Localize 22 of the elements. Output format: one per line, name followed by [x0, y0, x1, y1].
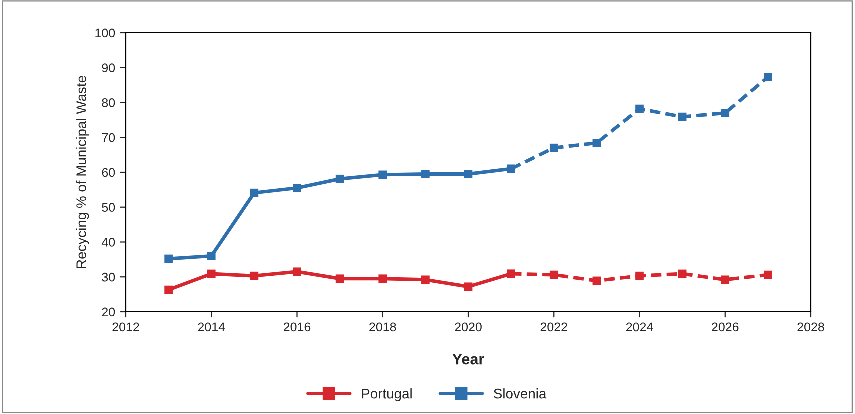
y-tick-label: 40 [102, 238, 116, 247]
x-tick-label: 2020 [455, 322, 482, 332]
legend-label: Portugal [362, 388, 412, 402]
y-tick-label: 30 [102, 272, 116, 282]
y-tick-label: 90 [102, 64, 116, 73]
x-tick-label: 2026 [712, 322, 739, 332]
y-tick-label: 20 [102, 308, 116, 317]
y-tick-label: 70 [102, 133, 116, 142]
x-tick-label: 2012 [112, 322, 140, 332]
legend-label: Slovenia [494, 388, 547, 399]
y-tick-label: 100 [96, 28, 116, 38]
x-tick-label: 2028 [798, 322, 824, 332]
x-axis-title: Year [452, 354, 484, 365]
y-tick-label: 80 [102, 98, 116, 108]
x-tick-label: 2014 [198, 322, 226, 332]
y-tick-label: 50 [102, 203, 116, 212]
x-tick-label: 2024 [626, 322, 654, 332]
x-tick-label: 2018 [370, 322, 396, 332]
x-tick-label: 2016 [284, 322, 311, 332]
x-tick-label: 2022 [540, 322, 568, 332]
y-axis-title: Recycing % of Municipal Waste [76, 76, 90, 268]
y-tick-label: 60 [102, 168, 116, 178]
